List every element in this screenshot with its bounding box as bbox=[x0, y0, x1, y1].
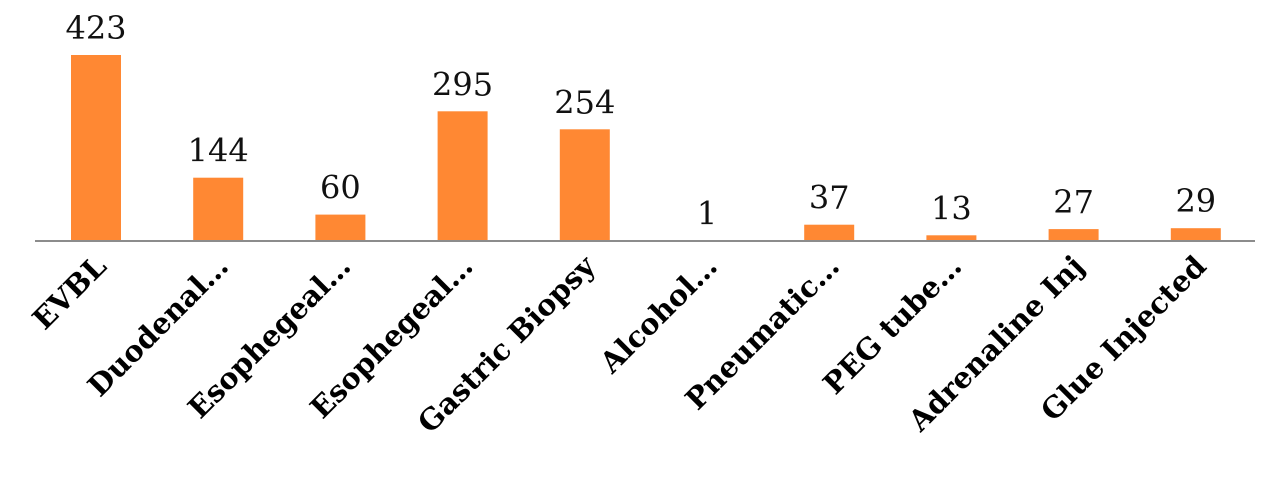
data-label-9: 29 bbox=[1175, 182, 1216, 220]
bar-8 bbox=[1048, 229, 1099, 241]
x-tick-label-5: Alcohol… bbox=[592, 249, 723, 380]
data-label-4: 254 bbox=[554, 83, 615, 121]
data-label-1: 144 bbox=[188, 132, 249, 170]
bar-6 bbox=[804, 224, 855, 241]
value-labels-group: 423 144 60 295 254 1 37 13 27 29 bbox=[65, 9, 1216, 232]
bar-3 bbox=[437, 111, 488, 241]
data-label-6: 37 bbox=[809, 179, 850, 217]
x-tick-labels-group: EVBLDuodenal…Esophegeal…Esophegeal…Gastr… bbox=[26, 248, 1213, 439]
bar-9 bbox=[1170, 228, 1221, 241]
bar-7 bbox=[926, 235, 977, 241]
data-label-8: 27 bbox=[1053, 183, 1094, 221]
x-tick-label-0: EVBL bbox=[26, 249, 113, 336]
data-label-5: 1 bbox=[697, 194, 717, 232]
bar-0 bbox=[71, 55, 121, 241]
data-label-0: 423 bbox=[65, 9, 126, 47]
bar-1 bbox=[193, 177, 244, 241]
data-label-2: 60 bbox=[320, 169, 361, 207]
bars-group bbox=[71, 55, 1221, 241]
bar-4 bbox=[559, 129, 610, 241]
data-label-3: 295 bbox=[432, 65, 493, 103]
bar-2 bbox=[315, 214, 366, 241]
data-label-7: 13 bbox=[931, 189, 972, 227]
